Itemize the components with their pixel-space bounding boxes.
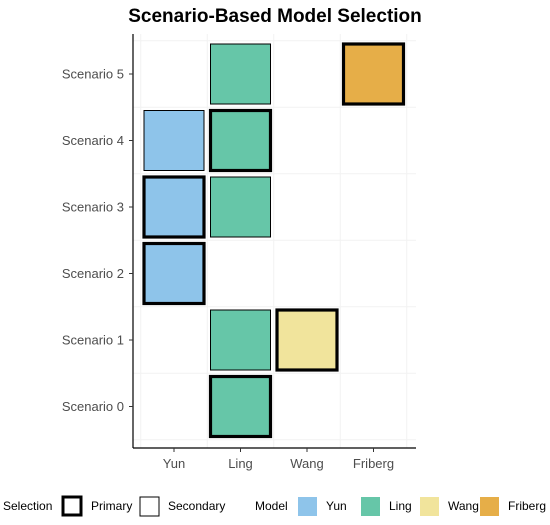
heatmap-cells [142, 42, 406, 439]
legend-key-secondary [139, 496, 160, 517]
legend-title-selection: Selection [3, 499, 52, 513]
legend-title-model: Model [255, 499, 288, 513]
y-tick-label: Scenario 2 [62, 266, 124, 281]
y-tick-label: Scenario 1 [62, 333, 124, 348]
y-tick-label: Scenario 4 [62, 133, 124, 148]
heatmap-cell-scenario-4-ling [208, 108, 273, 173]
x-tick-label: Friberg [353, 456, 394, 471]
x-tick-label: Wang [290, 456, 323, 471]
axes [129, 34, 416, 452]
legend-label-primary: Primary [91, 499, 132, 513]
x-tick-label: Yun [163, 456, 185, 471]
legend-key-yun [298, 497, 317, 516]
heatmap-cell-scenario-5-friberg [341, 42, 406, 106]
x-tick-label: Ling [228, 456, 253, 471]
legend-label-yun: Yun [326, 499, 347, 513]
y-tick-label: Scenario 5 [62, 67, 124, 82]
legend-key-primary [61, 495, 83, 517]
heatmap-cell-scenario-4-yun [143, 110, 205, 171]
legend-label-friberg: Friberg [508, 499, 546, 513]
legend-key-friberg [480, 497, 499, 516]
y-tick-label: Scenario 3 [62, 200, 124, 215]
heatmap-cell-scenario-1-ling [210, 309, 271, 371]
heatmap-cell-scenario-1-wang [275, 308, 339, 372]
heatmap-cell-scenario-5-ling [210, 43, 271, 105]
legend-key-wang [420, 497, 439, 516]
grid-lines [133, 34, 416, 448]
heatmap-cell-scenario-2-yun [142, 241, 206, 306]
heatmap-cell-scenario-3-yun [142, 175, 206, 239]
legend-label-ling: Ling [389, 499, 412, 513]
x-axis-tick-labels: Yun Ling Wang Friberg [163, 456, 394, 471]
heatmap-cell-scenario-3-ling [210, 176, 271, 238]
legend-label-wang: Wang [448, 499, 479, 513]
legend: Selection Primary Secondary Model Yun Ling Wan… [3, 495, 546, 517]
y-tick-label: Scenario 0 [62, 399, 124, 414]
y-axis-tick-labels: Scenario 0 Scenario 1 Scenario 2 Scenario 3… [62, 67, 124, 415]
heatmap-cell-scenario-0-ling [208, 374, 273, 439]
legend-key-ling [361, 497, 380, 516]
chart-title: Scenario-Based Model Selection [128, 6, 422, 27]
legend-label-secondary: Secondary [168, 499, 225, 513]
